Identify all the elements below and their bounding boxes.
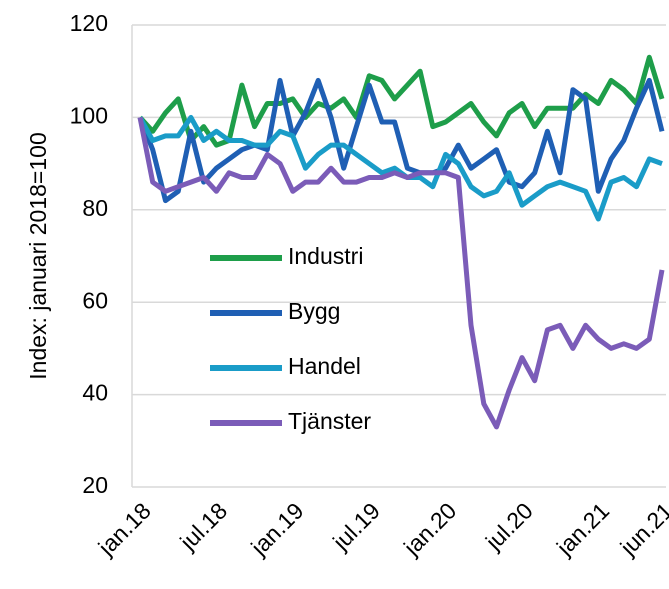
x-tick-label: jan.21 [551, 497, 614, 560]
y-tick-label: 60 [82, 287, 108, 313]
y-tick-label: 120 [70, 10, 108, 36]
y-tick-label: 80 [82, 195, 108, 221]
series-line [137, 116, 665, 430]
x-tick-label: jan.18 [92, 497, 155, 560]
x-tick-label: jan.20 [398, 497, 461, 560]
x-tick-label: jul.18 [174, 497, 232, 555]
y-axis-label: Index: januari 2018=100 [25, 132, 51, 379]
x-tick-label: jun.21 [614, 497, 669, 560]
x-tick-label: jul.20 [480, 497, 538, 555]
legend-label: Bygg [288, 298, 340, 324]
legend-label: Tjänster [288, 408, 371, 434]
y-tick-label: 40 [82, 380, 108, 406]
legend-label: Handel [288, 353, 361, 379]
x-tick-label: jul.19 [327, 497, 385, 555]
series-line [137, 77, 665, 204]
y-tick-label: 20 [82, 472, 108, 498]
legend-label: Industri [288, 243, 363, 269]
y-tick-label: 100 [70, 102, 108, 128]
x-tick-label: jan.19 [245, 497, 308, 560]
